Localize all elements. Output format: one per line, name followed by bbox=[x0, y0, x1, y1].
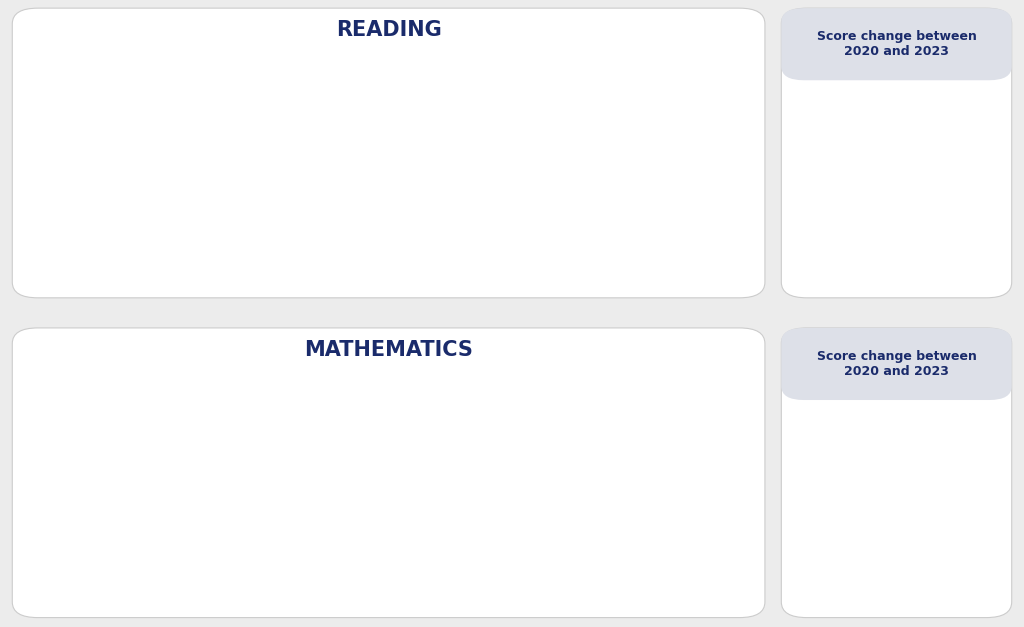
Text: SCALE
SCORE: SCALE SCORE bbox=[13, 364, 40, 382]
Text: 271: 271 bbox=[701, 512, 738, 530]
Text: 266*: 266* bbox=[90, 499, 120, 509]
Polygon shape bbox=[796, 107, 997, 277]
Text: 280*: 280* bbox=[667, 438, 691, 448]
Polygon shape bbox=[796, 427, 997, 596]
Text: 9: 9 bbox=[884, 542, 909, 576]
Text: Score change between
2020 and 2023: Score change between 2020 and 2023 bbox=[816, 350, 977, 378]
Text: READING: READING bbox=[336, 20, 441, 40]
Text: 4: 4 bbox=[884, 223, 909, 256]
Text: 263*: 263* bbox=[617, 106, 643, 116]
X-axis label: ASSESSMENT YEAR: ASSESSMENT YEAR bbox=[368, 593, 455, 602]
Text: MATHEMATICS: MATHEMATICS bbox=[304, 340, 473, 360]
X-axis label: ASSESSMENT YEAR: ASSESSMENT YEAR bbox=[368, 273, 455, 282]
Text: 260*: 260* bbox=[672, 119, 696, 129]
Text: SCALE
SCORE: SCALE SCORE bbox=[13, 44, 40, 63]
Text: Score change between
2020 and 2023: Score change between 2020 and 2023 bbox=[816, 30, 977, 58]
Text: 255: 255 bbox=[92, 141, 115, 151]
Text: 285*: 285* bbox=[610, 418, 635, 428]
Text: 256: 256 bbox=[703, 171, 740, 189]
